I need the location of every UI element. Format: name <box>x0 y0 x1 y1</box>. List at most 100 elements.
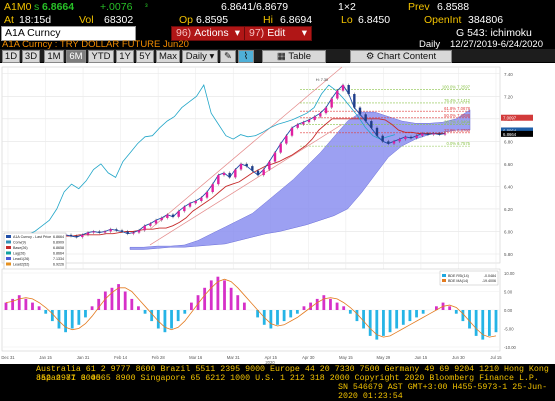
osc-bar-negative <box>382 310 385 336</box>
osc-bar-negative <box>57 310 61 329</box>
hi-value: 6.8694 <box>280 14 313 26</box>
security-input[interactable]: A1A Curncy <box>1 26 136 41</box>
candle-down <box>245 163 248 167</box>
tab-1d[interactable]: 1D <box>2 50 20 63</box>
osc-bar-positive <box>309 302 312 310</box>
osc-bar-negative <box>362 310 365 329</box>
y-tick-label: 6.00 <box>504 229 513 234</box>
ticker: A1M0 <box>4 1 32 13</box>
chart-style-button[interactable]: ⌇ <box>238 50 254 63</box>
candle-up <box>211 184 214 193</box>
vol-value: 68302 <box>104 14 134 26</box>
osc-bar-negative <box>355 310 359 322</box>
candle-up <box>421 133 424 136</box>
osc-bar-positive <box>97 298 101 310</box>
x-tick-label: Jan 31 <box>77 355 90 360</box>
candle-up <box>177 211 180 217</box>
osc-bar-positive <box>90 306 94 310</box>
osc-bar-negative <box>368 310 372 336</box>
tab-3d[interactable]: 3D <box>22 50 40 63</box>
y-tick-label: 6.80 <box>504 139 513 144</box>
osc-bar-negative <box>408 310 412 322</box>
period-tab-bar: 1D 3D 1M 6M YTD 1Y 5Y Max Daily ▾ ✎ ⌇ ▦ … <box>0 49 555 63</box>
edit-label: Edit <box>267 27 286 39</box>
table-label: Table <box>288 51 312 62</box>
osc-bar-positive <box>236 295 240 310</box>
fib-level-label: 100.0% 7.2597 <box>442 85 471 90</box>
y-tick-label: 6.60 <box>504 162 513 167</box>
candle-down <box>256 170 260 176</box>
osc-bar-negative <box>70 310 74 329</box>
candle-up <box>194 201 197 204</box>
osc-bar-negative <box>487 310 491 336</box>
candle-up <box>443 133 447 135</box>
candle-down <box>353 94 356 108</box>
candle-up <box>103 231 107 233</box>
candle-up <box>149 223 152 226</box>
frequency: Daily <box>419 39 441 50</box>
frequency-dropdown[interactable]: Daily ▾ <box>182 50 218 63</box>
actions-label: Actions <box>194 27 229 39</box>
candle-up <box>200 197 203 202</box>
base-line <box>20 118 445 237</box>
trend-line-lower <box>149 124 343 246</box>
op-value: 6.8595 <box>196 14 229 26</box>
trend-line-upper <box>149 66 343 230</box>
osc-bar-negative <box>84 310 87 318</box>
price-line <box>19 84 446 241</box>
chart-area: 7.407.207.006.806.606.406.206.005.80Dec … <box>0 63 555 365</box>
op-label: Op <box>179 14 194 26</box>
x-tick-label: Feb 28 <box>152 355 166 360</box>
candle-down <box>375 127 379 136</box>
osc-bar-positive <box>322 295 326 310</box>
chevron-down-icon: ▾ <box>234 27 240 39</box>
candle-up <box>143 225 146 231</box>
candle-down <box>115 229 118 231</box>
candle-up <box>160 217 163 221</box>
x-tick-label: Mar 31 <box>227 355 241 360</box>
time-value: 18:15d <box>19 14 52 26</box>
candle-up <box>319 113 322 117</box>
osc-legend-label: BDE MA(14) <box>448 279 468 283</box>
size: 1×2 <box>338 1 356 13</box>
osc-legend-swatch <box>442 274 446 277</box>
tab-1m[interactable]: 1M <box>44 50 64 63</box>
legend-swatch <box>6 262 11 266</box>
osc-bar-positive <box>31 302 34 310</box>
osc-bar-positive <box>17 295 21 310</box>
candle-down <box>358 107 362 115</box>
osc-bar-negative <box>494 310 498 333</box>
openint-value: 384806 <box>468 14 504 26</box>
chart-content-button[interactable]: ⚙ Chart Content <box>350 50 452 63</box>
table-icon: ▦ <box>276 51 286 62</box>
osc-bar-positive <box>229 287 233 310</box>
tab-5y[interactable]: 5Y <box>136 50 154 63</box>
osc-bar-negative <box>269 310 273 329</box>
candle-down <box>370 121 373 128</box>
edit-menu-button[interactable]: 97) Edit ▾ <box>244 26 312 41</box>
fib-level-label: 76.4% 7.1412 <box>444 98 471 103</box>
osc-legend-value: -0.0484 <box>484 274 496 278</box>
osc-legend-box <box>439 270 499 286</box>
last-flag: s <box>34 1 40 13</box>
osc-bar-positive <box>223 280 226 310</box>
tab-max[interactable]: Max <box>156 50 180 63</box>
y-tick-label: 6.20 <box>504 207 513 212</box>
candle-up <box>217 175 220 185</box>
legend-label: Lead1(26) <box>13 257 29 261</box>
candle-down <box>75 235 78 238</box>
draw-tool-button[interactable]: ✎ <box>220 50 236 63</box>
x-tick-label: Apr 30 <box>302 355 315 360</box>
osc-bar-positive <box>37 306 41 310</box>
x-tick-label: May 29 <box>377 355 391 360</box>
tab-6m[interactable]: 6M <box>66 50 86 63</box>
tab-1y[interactable]: 1Y <box>116 50 134 63</box>
table-button[interactable]: ▦ Table <box>262 50 326 63</box>
osc-bar-positive <box>137 306 140 310</box>
osc-bar-positive <box>242 302 246 310</box>
candle-up <box>166 214 169 218</box>
tab-ytd[interactable]: YTD <box>88 50 114 63</box>
candle-down <box>98 231 101 233</box>
x-tick-label: Jul 15 <box>490 355 502 360</box>
legend-value: 6.8664 <box>53 235 64 239</box>
